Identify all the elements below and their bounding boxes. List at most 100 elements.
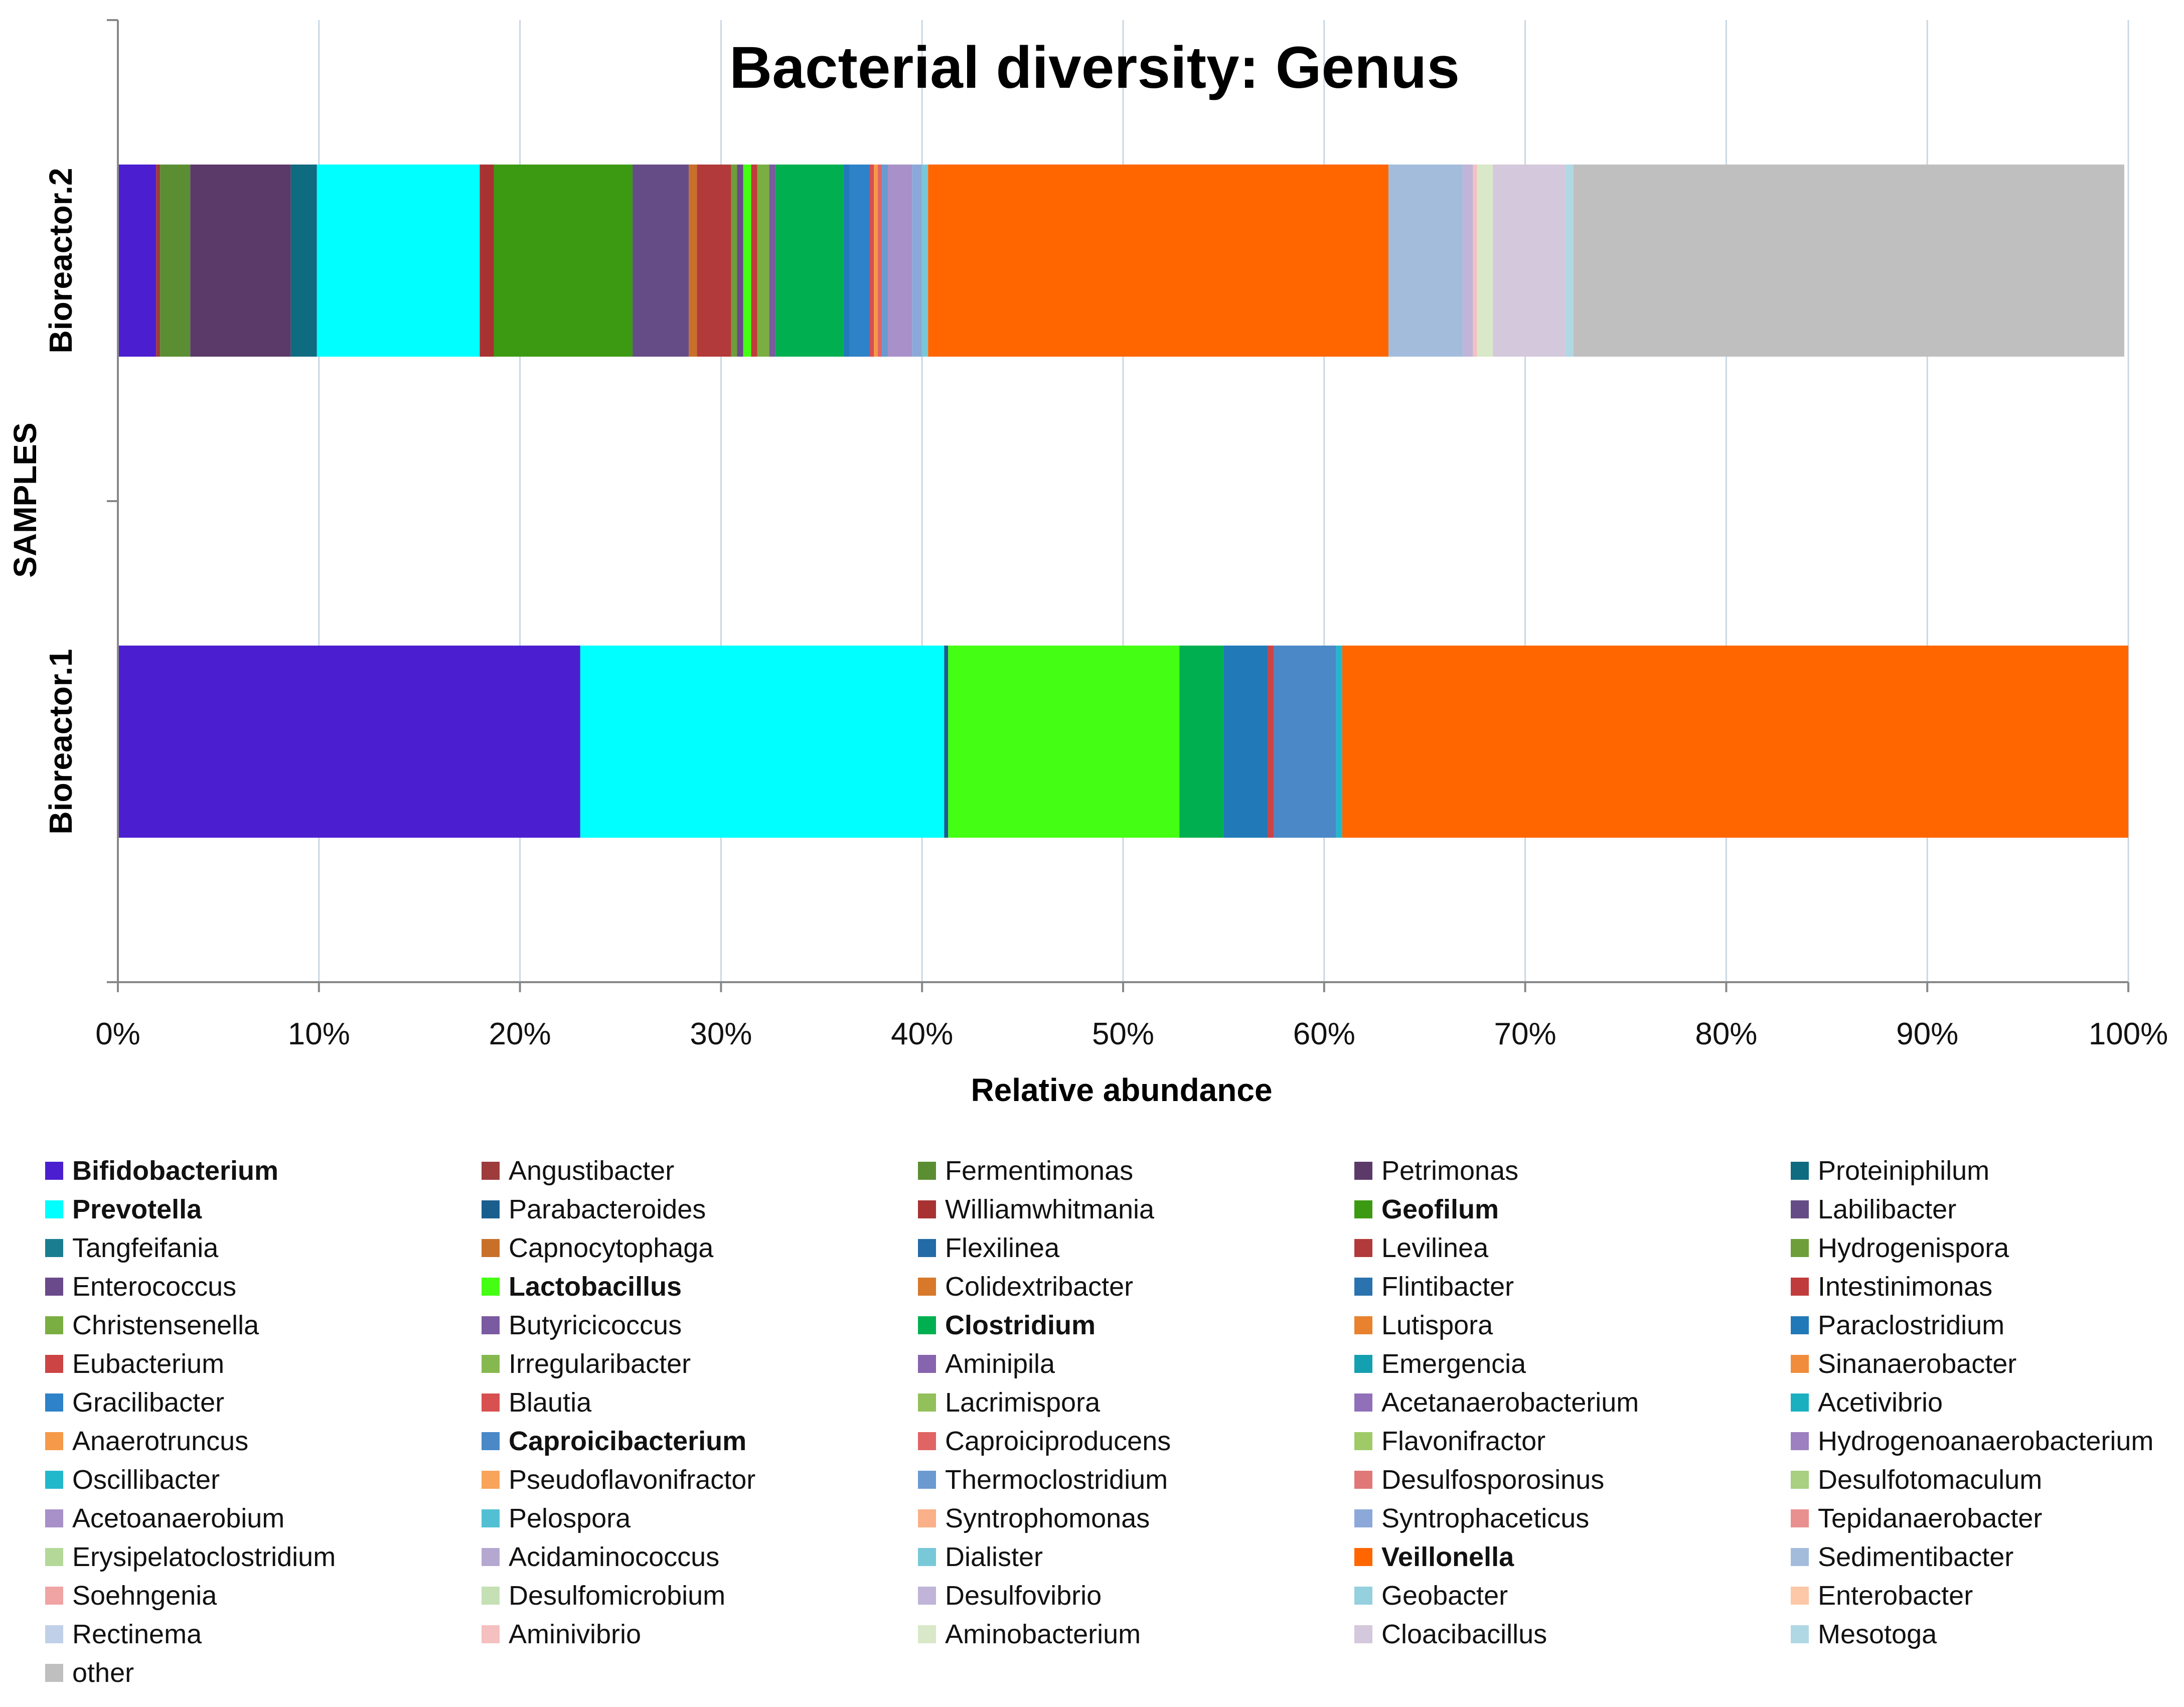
bar-segment [480,165,494,357]
legend-item: Syntrophaceticus [1354,1499,1791,1537]
legend-swatch [1791,1161,1809,1180]
legend-label: Aminipila [945,1348,1055,1379]
legend-swatch [45,1200,63,1218]
legend-label: Acetanaerobacterium [1381,1387,1639,1418]
legend-swatch [482,1509,500,1527]
legend-label: Blautia [509,1387,592,1418]
bar-segment [633,165,689,357]
legend-label: Acidaminococcus [509,1541,720,1572]
legend-swatch [482,1547,500,1566]
legend-swatch [482,1354,500,1373]
legend-label: Anaerotruncus [72,1426,249,1456]
legend-item: Petrimonas [1354,1151,1791,1190]
legend-swatch [1791,1625,1809,1643]
legend-label: Oscillibacter [72,1464,220,1495]
legend-item: Acetivibrio [1791,1383,2184,1422]
legend-label: Emergencia [1381,1348,1526,1379]
legend-swatch [1354,1509,1372,1527]
legend-label: Sedimentibacter [1818,1541,2014,1572]
bar-segment [928,165,1389,357]
legend-label: Thermoclostridium [945,1464,1168,1495]
legend-item: Tangfeifania [45,1228,482,1267]
bar-segment [878,165,882,357]
legend-item: Butyricicoccus [482,1306,918,1344]
legend-item: Hydrogenispora [1791,1228,2184,1267]
legend-label: Pelospora [509,1503,631,1533]
legend-swatch [918,1393,936,1412]
legend-item: Eubacterium [45,1344,482,1383]
legend-label: Clostridium [945,1310,1096,1340]
legend-item: Desulfomicrobium [482,1576,918,1615]
bar-segment [882,165,888,357]
legend-label: Hydrogenoanaerobacterium [1818,1426,2154,1456]
legend-label: Paraclostridium [1818,1310,2005,1340]
legend-swatch [1354,1200,1372,1218]
legend-swatch [482,1238,500,1257]
legend-swatch [45,1161,63,1180]
legend-label: Parabacteroides [509,1194,706,1224]
legend-item: Proteiniphilum [1791,1151,2184,1190]
legend-item: Syntrophomonas [918,1499,1354,1537]
x-tick-labels: 0% 10% 20% 30% 40% 50% 60% 70% 80% 90% 100% [95,1017,2168,1051]
legend-swatch [482,1470,500,1489]
legend-label: Sinanaerobacter [1818,1348,2017,1379]
legend-swatch [918,1470,936,1489]
legend-item: Irregularibacter [482,1344,918,1383]
legend-swatch [1791,1547,1809,1566]
bar-segment [888,165,912,357]
legend-item: Parabacteroides [482,1190,918,1228]
legend-item: Geofilum [1354,1190,1791,1228]
legend-swatch [45,1509,63,1527]
legend-label: Christensenella [72,1310,259,1340]
x-tick-label: 0% [95,1017,140,1051]
legend-item: Soehngenia [45,1576,482,1615]
legend-item: Aminipila [918,1344,1354,1383]
x-tick-label: 20% [489,1017,551,1051]
legend-swatch [918,1586,936,1605]
legend-swatch [918,1547,936,1566]
legend-swatch [1791,1316,1809,1334]
legend-swatch [45,1663,63,1682]
legend-item: Erysipelatoclostridium [45,1537,482,1576]
legend-label: Aminobacterium [945,1619,1141,1649]
bar-segment [118,165,157,357]
legend-label: Williamwhitmania [945,1194,1155,1224]
legend-swatch [482,1161,500,1180]
category-label: Bioreactor.2 [43,168,79,354]
bar-segment [874,165,878,357]
legend: Bifidobacterium Angustibacter Fermentimona… [45,1151,2177,1692]
legend-item: Colidextribacter [918,1267,1354,1306]
legend-item: Bifidobacterium [45,1151,482,1190]
legend-label: Butyricicoccus [509,1310,682,1340]
axes [107,19,2129,992]
legend-swatch [918,1432,936,1450]
bar-segment [1268,646,1274,838]
legend-swatch [1354,1393,1372,1412]
bar-segment [944,646,949,838]
legend-label: Flintibacter [1381,1271,1514,1302]
legend-label: Caproicibacterium [509,1426,747,1456]
legend-swatch [482,1586,500,1605]
x-tick-label: 60% [1293,1017,1355,1051]
legend-label: Tangfeifania [72,1232,219,1263]
legend-swatch [482,1316,500,1334]
legend-item: Paraclostridium [1791,1306,2184,1344]
legend-label: Desulfosporosinus [1381,1464,1605,1495]
legend-label: Desulfovibrio [945,1580,1102,1611]
bar-segment [743,165,751,357]
chart-title: Bacterial diversity: Genus [729,35,1460,101]
legend-label: Lutispora [1381,1310,1493,1340]
legend-item: Anaerotruncus [45,1422,482,1460]
legend-label: Capnocytophaga [509,1232,714,1263]
legend-swatch [918,1277,936,1296]
bar-segment [948,646,1180,838]
legend-label: Levilinea [1381,1232,1489,1263]
legend-swatch [918,1238,936,1257]
legend-swatch [1354,1586,1372,1605]
legend-swatch [1791,1432,1809,1450]
legend-item: Flintibacter [1354,1267,1791,1306]
legend-item: Blautia [482,1383,918,1422]
legend-item: Desulfotomaculum [1791,1460,2184,1499]
legend-label: Hydrogenispora [1818,1232,2009,1263]
legend-label: Lactobacillus [509,1271,682,1302]
